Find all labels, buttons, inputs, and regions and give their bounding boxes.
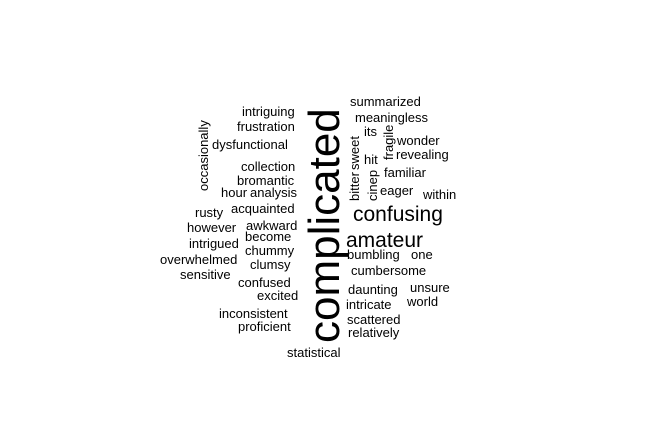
word-hour: hour: [221, 185, 248, 200]
word-cumbersome: cumbersome: [351, 263, 427, 278]
word-one: one: [411, 247, 433, 262]
word-rusty: rusty: [195, 205, 224, 220]
word-within: within: [423, 187, 457, 202]
word-however: however: [187, 220, 237, 235]
word-bumbling: bumbling: [347, 247, 400, 262]
word-proficient: proficient: [238, 319, 291, 334]
word-unsure: unsure: [410, 280, 450, 295]
word-chummy: chummy: [245, 243, 295, 258]
word-relatively: relatively: [348, 325, 400, 340]
word-frustration: frustration: [237, 119, 295, 134]
word-fragile: fragile: [381, 124, 396, 160]
word-awkward: awkward: [246, 218, 298, 233]
word-collection: collection: [241, 159, 296, 174]
word-meaningless: meaningless: [355, 110, 428, 125]
word-amateur: amateur: [346, 229, 424, 252]
word-wonder: wonder: [397, 133, 440, 148]
word-bitter: bitter: [347, 172, 362, 201]
word-overwhelmed: overwhelmed: [160, 252, 238, 267]
word-hit: hit: [364, 152, 378, 167]
word-sweet: sweet: [347, 136, 362, 170]
word-intrigued: intrigued: [189, 236, 239, 251]
word-clumsy: clumsy: [250, 257, 291, 272]
word-confusing: confusing: [353, 203, 443, 226]
word-inconsistent: inconsistent: [219, 306, 288, 321]
word-analysis: analysis: [250, 185, 297, 200]
word-complicated: complicated: [300, 108, 349, 343]
word-revealing: revealing: [396, 147, 449, 162]
word-scattered: scattered: [347, 312, 401, 327]
word-daunting: daunting: [348, 282, 398, 297]
word-sensitive: sensitive: [180, 267, 231, 282]
word-world: world: [407, 294, 439, 309]
word-confused: confused: [238, 275, 291, 290]
word-eager: eager: [380, 183, 414, 198]
word-excited: excited: [257, 288, 299, 303]
word-cinep: cinep: [365, 169, 380, 201]
word-statistical: statistical: [287, 345, 341, 360]
word-dysfunctional: dysfunctional: [212, 137, 288, 152]
word-occasionally: occasionally: [196, 120, 211, 191]
word-its: its: [364, 124, 377, 139]
word-intriguing: intriguing: [242, 104, 295, 119]
word-familiar: familiar: [384, 165, 426, 180]
word-become: become: [245, 229, 292, 244]
word-acquainted: acquainted: [231, 201, 295, 216]
word-bromantic: bromantic: [237, 173, 295, 188]
word-intricate: intricate: [346, 297, 392, 312]
word-summarized: summarized: [350, 94, 421, 109]
